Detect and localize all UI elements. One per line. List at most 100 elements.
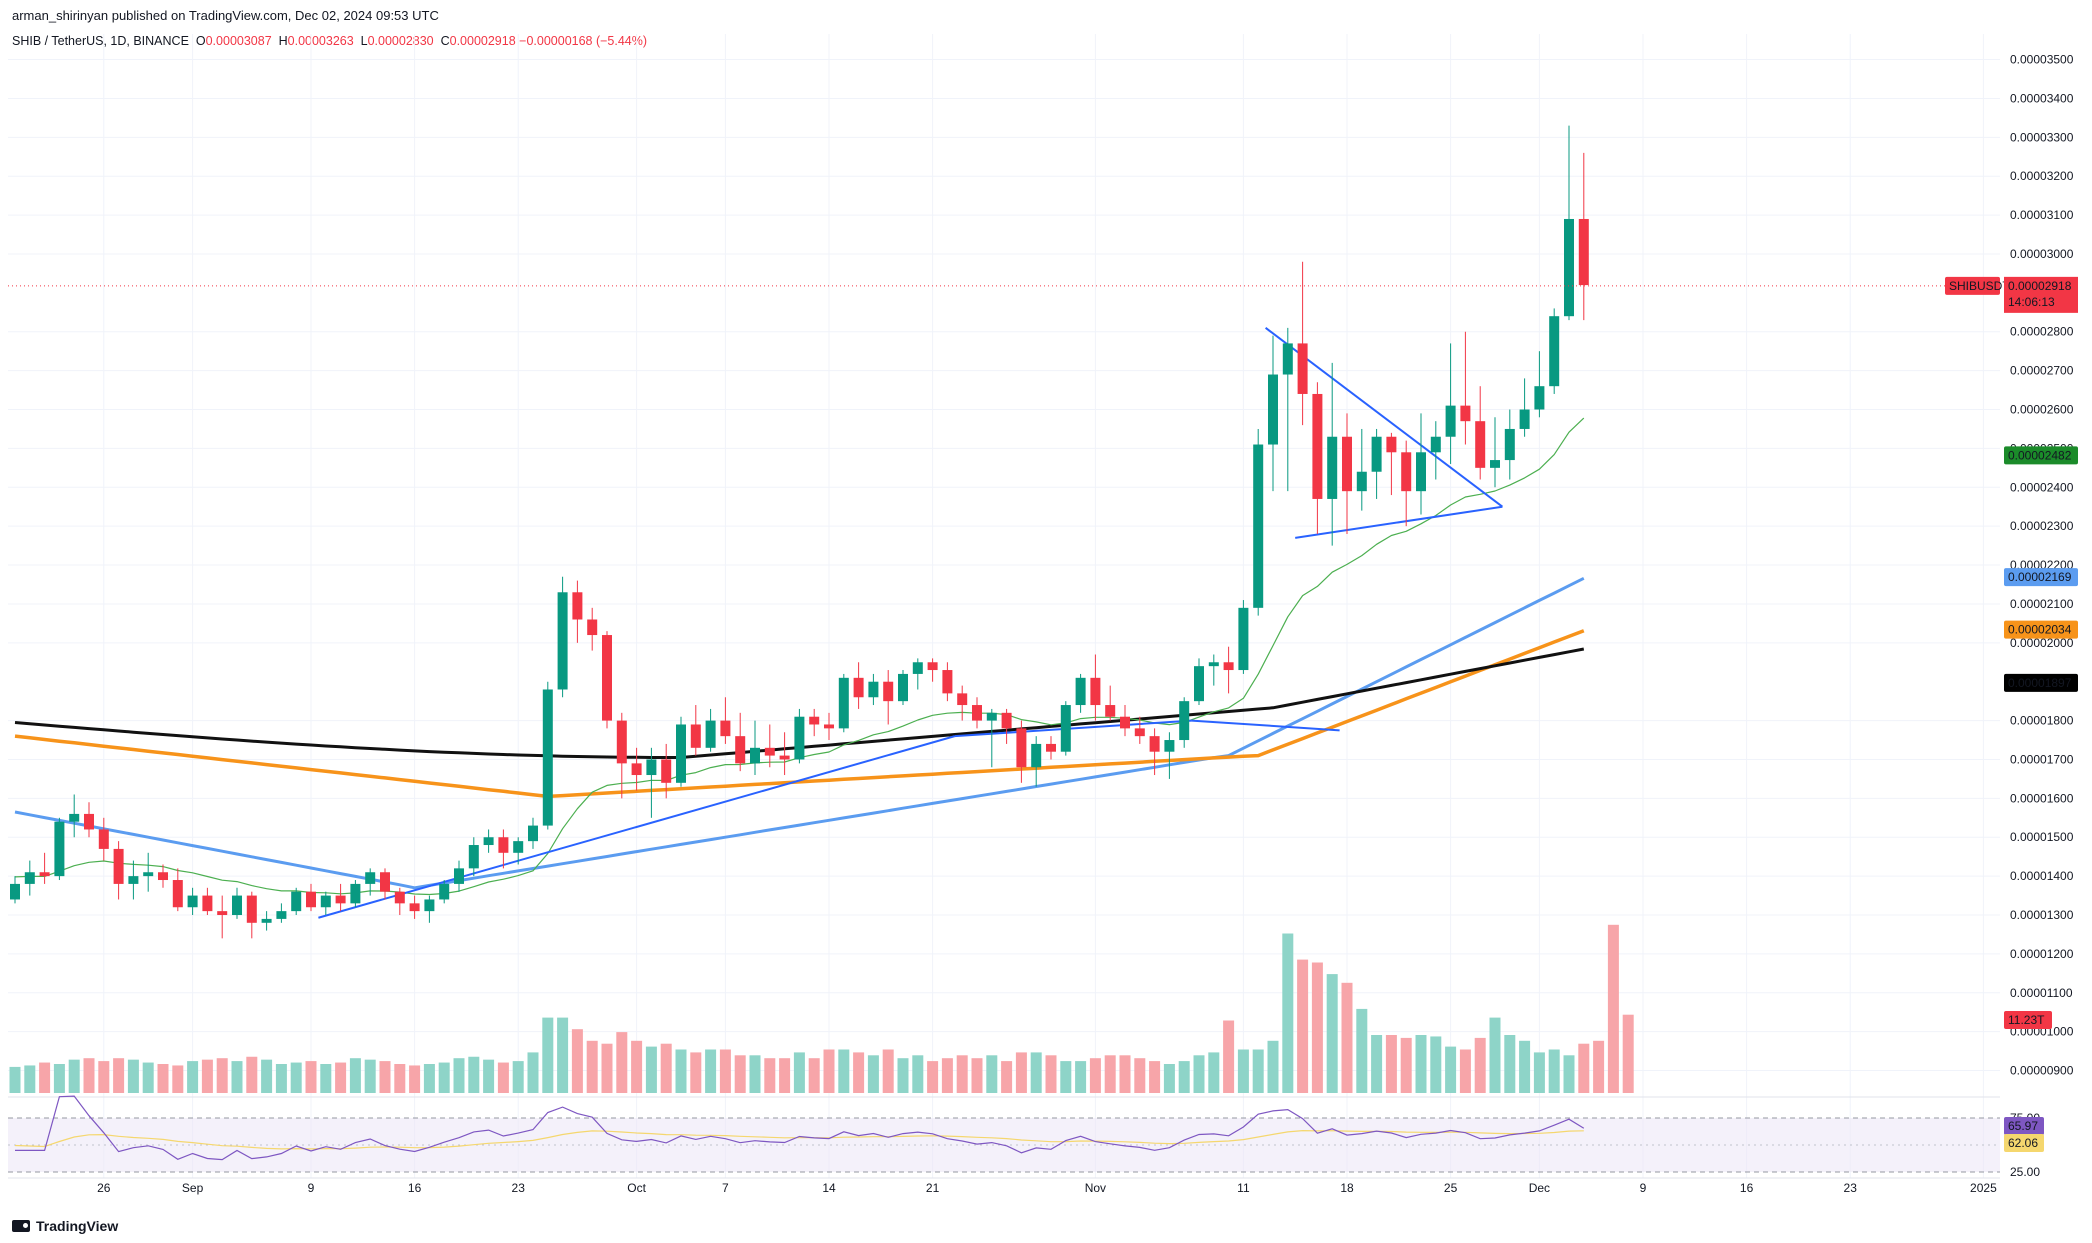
open-label: O bbox=[195, 34, 206, 48]
x-tick-label: 14 bbox=[822, 1181, 836, 1195]
grid-lines bbox=[8, 34, 2000, 1178]
ma-blue-line bbox=[14, 576, 1585, 890]
low-value: 0.00002830 bbox=[367, 34, 434, 48]
rsi-pane: 75.0025.00 bbox=[8, 1095, 2040, 1179]
candle-body bbox=[1312, 393, 1323, 499]
volume-bar bbox=[349, 1058, 361, 1093]
volume-bar bbox=[631, 1040, 643, 1093]
volume-bar bbox=[1415, 1035, 1427, 1093]
candles bbox=[10, 125, 1589, 939]
high-label: H bbox=[278, 34, 288, 48]
y-tick-label: 0.00002400 bbox=[2010, 480, 2074, 494]
volume-bar bbox=[571, 1029, 583, 1093]
candle-body bbox=[172, 880, 183, 908]
volume-bar bbox=[1593, 1040, 1605, 1093]
candle-body bbox=[320, 895, 331, 908]
candle-body bbox=[735, 736, 746, 764]
volume-bar bbox=[1075, 1061, 1087, 1093]
volume-bar bbox=[1607, 924, 1619, 1093]
volume-bar bbox=[1311, 962, 1323, 1093]
candle-body bbox=[24, 872, 35, 884]
candle-body bbox=[335, 895, 346, 904]
volume-bar bbox=[320, 1064, 332, 1093]
x-tick-label: 16 bbox=[408, 1181, 422, 1195]
y-tick-label: 0.00003300 bbox=[2010, 130, 2074, 144]
candle-body bbox=[868, 681, 879, 698]
symbol-name[interactable]: SHIB / TetherUS, 1D, BINANCE bbox=[12, 34, 189, 48]
candle-body bbox=[98, 829, 109, 849]
symbol-price-tag-bg bbox=[1945, 276, 2000, 295]
candle-body bbox=[646, 759, 657, 776]
candle-body bbox=[794, 716, 805, 760]
candle-body bbox=[468, 845, 479, 869]
volume-bar bbox=[601, 1043, 613, 1093]
volume-bar bbox=[1622, 1014, 1634, 1093]
rsi-ma-tag: 62.06 bbox=[2008, 1136, 2038, 1150]
candle-body bbox=[1327, 436, 1338, 499]
volume-bar bbox=[201, 1059, 213, 1093]
volume-bar bbox=[1297, 959, 1309, 1093]
y-tick-label: 0.00003500 bbox=[2010, 53, 2074, 67]
volume-bar bbox=[616, 1032, 628, 1093]
candle-body bbox=[217, 911, 228, 916]
candle-body bbox=[927, 662, 938, 671]
y-tick-label: 0.00001400 bbox=[2010, 869, 2074, 883]
countdown-value: 14:06:13 bbox=[2008, 295, 2055, 309]
volume-bar bbox=[231, 1061, 243, 1093]
candle-body bbox=[557, 592, 568, 690]
y-tick-label: 0.00003400 bbox=[2010, 91, 2074, 105]
tradingview-footer[interactable]: TradingView bbox=[12, 1218, 118, 1234]
volume-bar bbox=[83, 1058, 95, 1093]
candle-body bbox=[84, 813, 94, 830]
candle-body bbox=[54, 821, 65, 877]
volume-bar bbox=[838, 1049, 850, 1093]
candle-body bbox=[1238, 607, 1249, 671]
close-label: C bbox=[440, 34, 450, 48]
rsi-value-tag-bg bbox=[2004, 1117, 2044, 1135]
volume-bar bbox=[927, 1061, 939, 1093]
last-price-value: 0.00002918 bbox=[2008, 279, 2072, 293]
volume-bar bbox=[275, 1064, 287, 1093]
y-tick-label: 0.00002700 bbox=[2010, 364, 2074, 378]
rsi-value-tag: 65.97 bbox=[2008, 1119, 2038, 1133]
candle-body bbox=[1194, 666, 1204, 702]
candle-body bbox=[986, 712, 997, 721]
candle-body bbox=[246, 895, 257, 923]
candle-body bbox=[1519, 409, 1530, 429]
volume-bar bbox=[1223, 1020, 1235, 1093]
candle-body bbox=[513, 841, 524, 853]
volume-bar bbox=[853, 1052, 865, 1093]
candle-body bbox=[1164, 740, 1175, 752]
candle-body bbox=[365, 872, 376, 884]
ma-blue-tag: 0.00002169 bbox=[2008, 570, 2072, 584]
volume-bar bbox=[157, 1064, 169, 1093]
x-tick-label: Oct bbox=[627, 1181, 646, 1195]
volume-bar bbox=[1149, 1061, 1161, 1093]
candle-body bbox=[454, 868, 464, 884]
candle-body bbox=[1149, 736, 1160, 752]
candle-body bbox=[616, 720, 627, 764]
trendlines bbox=[318, 327, 1504, 919]
volume-bar bbox=[187, 1061, 199, 1093]
candle-body bbox=[528, 825, 538, 842]
volume-bar bbox=[468, 1056, 480, 1093]
volume-bar bbox=[1178, 1061, 1190, 1093]
x-tick-label: 26 bbox=[97, 1181, 111, 1195]
candle-body bbox=[187, 895, 198, 908]
candle-body bbox=[720, 720, 731, 737]
change-value: −0.00000168 (−5.44%) bbox=[519, 34, 648, 48]
volume-bar bbox=[216, 1058, 228, 1093]
y-tick-label: 0.00001700 bbox=[2010, 752, 2074, 766]
x-tick-label: 11 bbox=[1237, 1181, 1250, 1195]
candle-body bbox=[853, 677, 864, 698]
volume-bar bbox=[793, 1052, 805, 1093]
volume-bar bbox=[53, 1064, 65, 1093]
candle-body bbox=[158, 872, 168, 881]
volume-bar bbox=[527, 1052, 539, 1093]
y-tick-label: 0.00001200 bbox=[2010, 947, 2074, 961]
volume-bar bbox=[1504, 1035, 1516, 1093]
candle-body bbox=[1356, 471, 1367, 492]
volume-bar bbox=[98, 1061, 110, 1093]
candle-body bbox=[972, 705, 982, 721]
